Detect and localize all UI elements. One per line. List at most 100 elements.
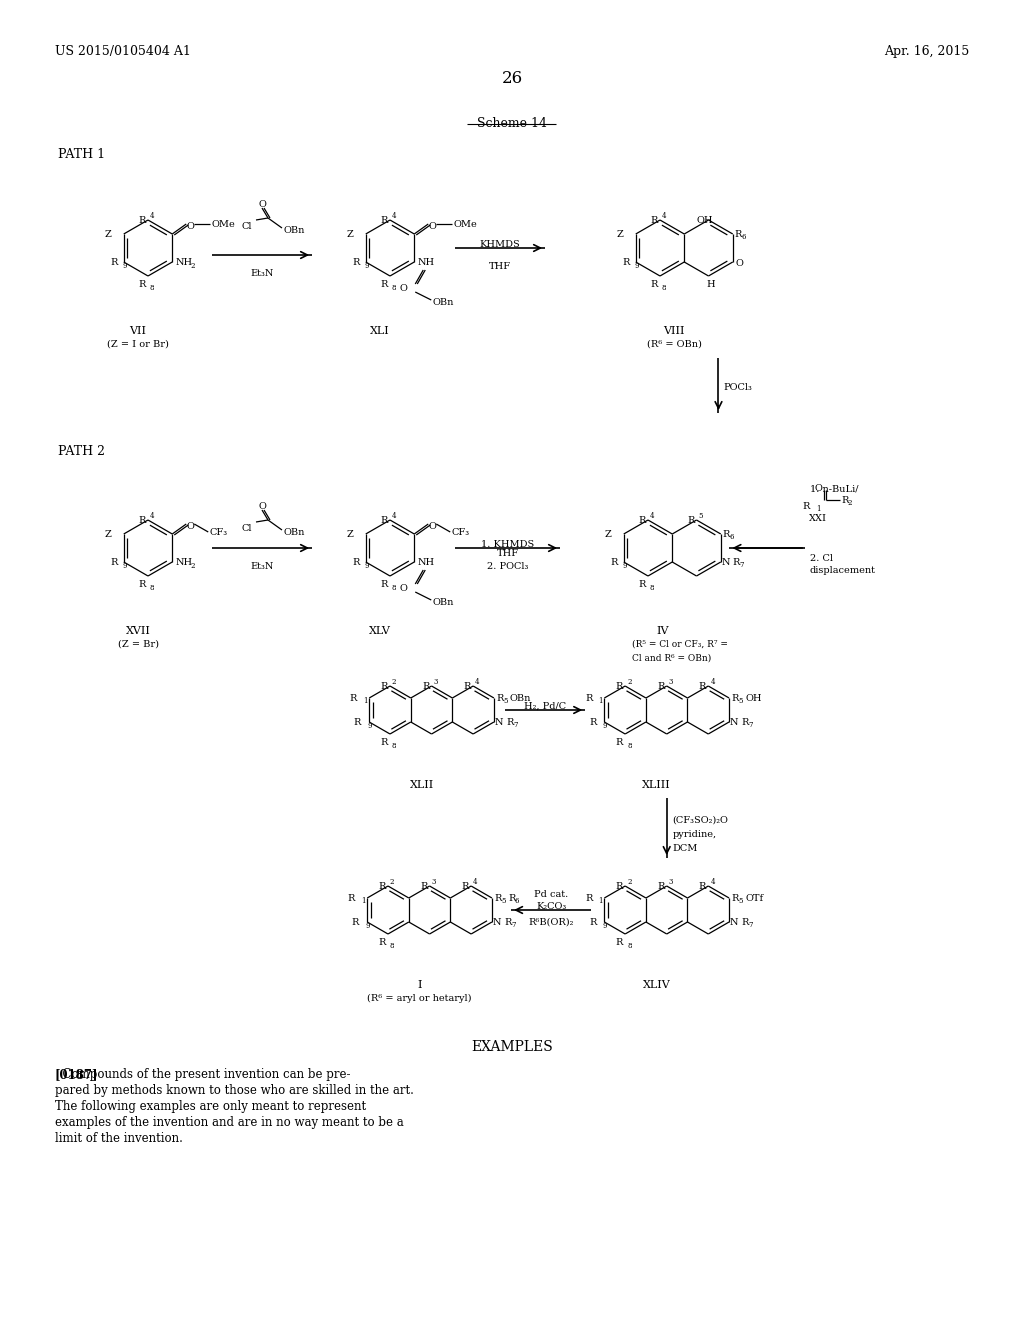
Text: PATH 1: PATH 1 [58,148,105,161]
Text: 9: 9 [365,261,370,271]
Text: R: R [379,939,386,946]
Text: R: R [650,280,658,289]
Text: R: R [504,917,511,927]
Text: R⁶B(OR)₂: R⁶B(OR)₂ [528,917,573,927]
Text: R: R [657,682,665,690]
Text: 8: 8 [650,583,654,591]
Text: 2: 2 [392,678,396,686]
Text: R: R [422,682,430,690]
Text: Z: Z [605,531,611,539]
Text: EXAMPLES: EXAMPLES [471,1040,553,1053]
Text: [0187]: [0187] [55,1068,98,1081]
Text: 3: 3 [431,878,436,886]
Text: N: N [730,917,738,927]
Text: R: R [506,718,513,727]
Text: Scheme 14: Scheme 14 [477,117,547,129]
Text: pyridine,: pyridine, [673,830,717,840]
Text: R: R [699,682,707,690]
Text: (R⁶ = aryl or hetaryl): (R⁶ = aryl or hetaryl) [368,994,472,1003]
Text: XVII: XVII [126,626,151,636]
Text: R: R [639,516,646,525]
Text: OBn: OBn [283,528,304,537]
Text: displacement: displacement [810,566,876,576]
Text: POCl₃: POCl₃ [724,383,753,392]
Text: 9: 9 [366,921,370,931]
Text: 8: 8 [392,742,396,750]
Text: R: R [138,579,146,589]
Text: R: R [610,558,617,568]
Text: (Z = I or Br): (Z = I or Br) [108,341,169,348]
Text: 6: 6 [730,533,734,541]
Text: O: O [736,259,743,268]
Text: R: R [348,894,355,903]
Text: R: R [138,516,146,525]
Text: 8: 8 [150,583,155,591]
Text: O: O [428,521,436,531]
Text: 9: 9 [365,562,370,570]
Text: (Z = Br): (Z = Br) [118,640,159,649]
Text: NH: NH [175,558,193,568]
Text: I: I [418,979,422,990]
Text: 2. POCl₃: 2. POCl₃ [486,562,528,572]
Text: CF₃: CF₃ [452,528,469,537]
Text: Z: Z [347,230,353,239]
Text: 1. n-BuLi/: 1. n-BuLi/ [810,484,858,492]
Text: limit of the invention.: limit of the invention. [55,1133,183,1144]
Text: R: R [420,882,428,891]
Text: Et₃N: Et₃N [250,562,273,572]
Text: R: R [687,516,694,525]
Text: 7: 7 [511,921,515,929]
Text: 5: 5 [503,697,508,705]
Text: R: R [731,694,738,704]
Text: (CF₃SO₂)₂O: (CF₃SO₂)₂O [673,816,729,825]
Text: 4: 4 [392,213,396,220]
Text: R: R [615,882,624,891]
Text: 8: 8 [392,284,396,292]
Text: 5: 5 [501,898,506,906]
Text: DCM: DCM [673,843,698,853]
Text: R: R [381,738,388,747]
Text: NH: NH [417,558,434,568]
Text: OMe: OMe [211,220,234,228]
Text: XLIII: XLIII [642,780,671,789]
Text: 9: 9 [602,921,607,931]
Text: IV: IV [656,626,669,636]
Text: 9: 9 [123,562,127,570]
Text: PATH 2: PATH 2 [58,445,105,458]
Text: N: N [730,718,738,727]
Text: 2: 2 [627,878,632,886]
Text: O: O [186,222,195,231]
Text: R: R [381,579,388,589]
Text: 9: 9 [623,562,628,570]
Text: R: R [615,939,624,946]
Text: (R⁵ = Cl or CF₃, R⁷ =: (R⁵ = Cl or CF₃, R⁷ = [632,640,728,649]
Text: Pd cat.: Pd cat. [534,890,568,899]
Text: Et₃N: Et₃N [250,269,273,279]
Text: KHMDS: KHMDS [479,240,520,249]
Text: 5: 5 [738,898,742,906]
Text: R: R [352,917,359,927]
Text: 7: 7 [513,721,517,729]
Text: R: R [733,558,740,568]
Text: 7: 7 [749,921,753,929]
Text: R: R [589,718,596,727]
Text: K₂CO₃: K₂CO₃ [536,902,566,911]
Text: 4: 4 [650,512,654,520]
Text: Cl: Cl [242,524,253,533]
Text: R: R [741,718,749,727]
Text: Cl and R⁶ = OBn): Cl and R⁶ = OBn) [632,653,712,663]
Text: 5: 5 [698,512,703,520]
Text: R: R [381,516,388,525]
Text: examples of the invention and are in no way meant to be a: examples of the invention and are in no … [55,1115,403,1129]
Text: R: R [589,917,596,927]
Text: 6: 6 [741,234,746,242]
Text: 8: 8 [627,942,632,950]
Text: OMe: OMe [454,220,477,228]
Text: R: R [494,894,502,903]
Text: R: R [138,280,146,289]
Text: O: O [399,583,408,593]
Text: R: R [138,216,146,224]
Text: R: R [462,882,469,891]
Text: O: O [428,222,436,231]
Text: R: R [381,280,388,289]
